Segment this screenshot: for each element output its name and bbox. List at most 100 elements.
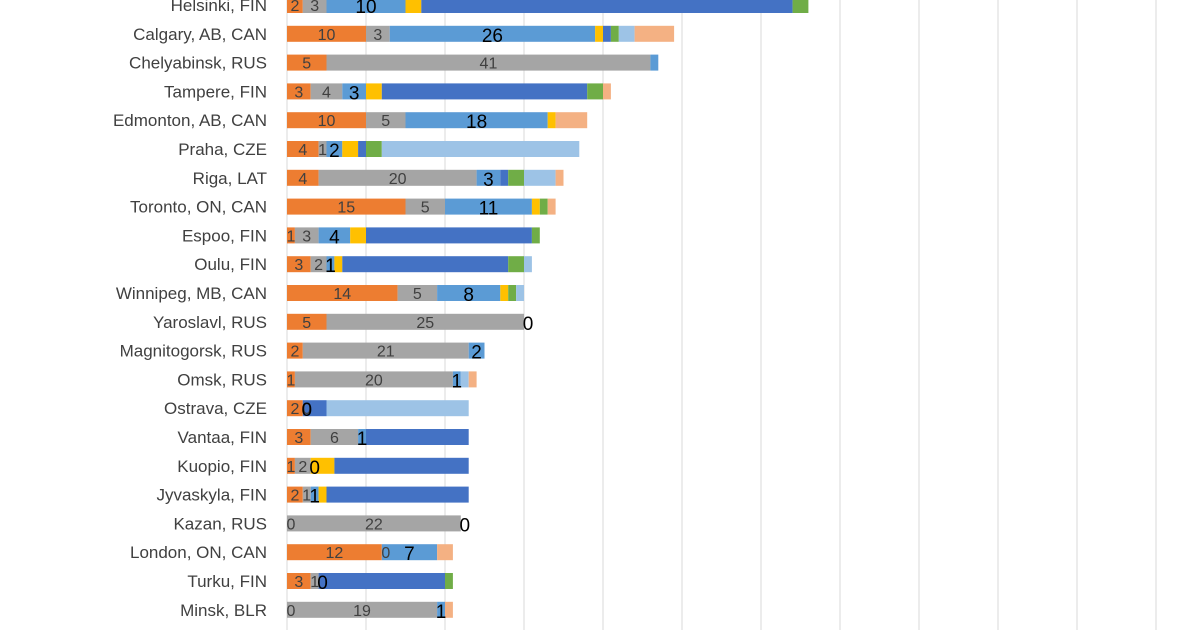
bar-segment bbox=[437, 601, 445, 618]
data-label: 4 bbox=[298, 142, 307, 159]
bar-segment bbox=[547, 112, 556, 129]
data-label: 4 bbox=[298, 171, 307, 188]
bar-segment bbox=[539, 198, 548, 215]
bar-segment bbox=[302, 0, 327, 13]
bar-segment bbox=[500, 169, 509, 186]
data-label: 2 bbox=[298, 459, 307, 476]
category-label: Magnitogorsk, RUS bbox=[120, 342, 267, 361]
bar-segment bbox=[405, 198, 445, 215]
bar-segment bbox=[524, 256, 532, 273]
bar-segment bbox=[508, 256, 524, 273]
category-label: Helsinki, FIN bbox=[171, 0, 267, 15]
bar-segment bbox=[405, 0, 422, 13]
data-label: 0 bbox=[317, 573, 328, 594]
category-label: Edmonton, AB, CAN bbox=[113, 111, 267, 130]
bar-segment bbox=[287, 227, 295, 244]
bar-segment bbox=[366, 83, 382, 100]
bar-segment bbox=[524, 169, 556, 186]
category-label: Jyvaskyla, FIN bbox=[156, 486, 267, 505]
bar-segment bbox=[294, 457, 311, 474]
bar-segment bbox=[326, 313, 524, 330]
data-label: 11 bbox=[479, 199, 499, 220]
bar-segment bbox=[421, 0, 793, 13]
data-label: 1 bbox=[302, 488, 311, 505]
data-label: 1 bbox=[286, 459, 295, 476]
bar-segment bbox=[389, 25, 596, 42]
bar-segment bbox=[287, 169, 319, 186]
data-label: 10 bbox=[318, 27, 336, 44]
bar-segment bbox=[476, 169, 501, 186]
bar-segment bbox=[452, 371, 461, 388]
data-label: 41 bbox=[480, 56, 498, 73]
category-label: Riga, LAT bbox=[193, 169, 267, 188]
category-labels: Helsinki, FIN Calgary, AB, CAN Chelyabinsk… bbox=[113, 0, 267, 630]
bar-segment bbox=[792, 0, 809, 13]
category-label: London, ON, CAN bbox=[130, 543, 267, 562]
data-label: 5 bbox=[421, 200, 430, 217]
category-label: Toronto, ON, CAN bbox=[130, 198, 267, 217]
bar-segment bbox=[310, 256, 327, 273]
bar-segment bbox=[366, 429, 469, 445]
category-label: Turku, FIN bbox=[187, 572, 267, 591]
data-label: 2 bbox=[290, 401, 299, 418]
bar-segment bbox=[326, 141, 343, 157]
bar-segment bbox=[350, 227, 366, 244]
data-label: 2 bbox=[290, 0, 299, 15]
data-label: 5 bbox=[381, 113, 390, 130]
bar-segment bbox=[310, 457, 335, 474]
bar-segment bbox=[531, 227, 540, 244]
data-label: 2 bbox=[290, 344, 299, 361]
data-label: 8 bbox=[463, 285, 474, 306]
bar-segment bbox=[603, 25, 611, 42]
bar-segment bbox=[310, 486, 319, 503]
gridlines bbox=[286, 0, 1157, 630]
bar-segment bbox=[397, 285, 438, 301]
data-label: 2 bbox=[471, 343, 482, 364]
bar-segment bbox=[437, 544, 453, 561]
data-label: 2 bbox=[314, 257, 323, 274]
data-label: 15 bbox=[337, 200, 355, 217]
data-label: 0 bbox=[302, 400, 313, 421]
data-label: 3 bbox=[294, 430, 303, 447]
bar-segments bbox=[287, 0, 809, 618]
bar-segment bbox=[342, 83, 366, 100]
data-label: 12 bbox=[326, 545, 344, 562]
data-label: 14 bbox=[333, 286, 351, 303]
data-label: 0 bbox=[302, 401, 311, 418]
bar-segment bbox=[287, 313, 327, 330]
bar-segment bbox=[287, 54, 327, 71]
bar-segment bbox=[287, 573, 311, 589]
data-label: 3 bbox=[483, 170, 494, 191]
bar-segment bbox=[287, 486, 303, 503]
data-label: 3 bbox=[373, 27, 382, 44]
category-label: Praha, CZE bbox=[178, 140, 267, 159]
data-label: 20 bbox=[389, 171, 407, 188]
bar-segment bbox=[287, 112, 366, 129]
data-label: 7 bbox=[404, 544, 415, 565]
category-label: Yaroslavl, RUS bbox=[153, 313, 267, 332]
bar-segment bbox=[366, 141, 382, 157]
bar-segment bbox=[318, 169, 477, 186]
data-label: 1 bbox=[325, 256, 336, 277]
bar-segment bbox=[445, 573, 453, 589]
category-label: Oulu, FIN bbox=[194, 255, 267, 274]
category-label: Winnipeg, MB, CAN bbox=[116, 284, 267, 303]
data-label: 5 bbox=[302, 56, 311, 73]
data-label: 0 bbox=[381, 545, 390, 562]
bar-segment bbox=[294, 227, 319, 244]
bar-segment bbox=[318, 227, 351, 244]
data-label: 0 bbox=[309, 458, 320, 479]
bar-segment bbox=[334, 256, 343, 273]
data-label: 25 bbox=[416, 315, 434, 332]
data-label: 10 bbox=[355, 0, 376, 18]
bar-segment bbox=[318, 486, 327, 503]
data-label: 3 bbox=[294, 84, 303, 101]
bar-segment bbox=[287, 141, 319, 157]
data-label: 19 bbox=[353, 603, 371, 620]
bar-segment bbox=[366, 227, 532, 244]
data-label: 0 bbox=[523, 314, 534, 335]
category-label: Ostrava, CZE bbox=[164, 399, 267, 418]
bar-segment bbox=[310, 429, 359, 445]
category-label: Tampere, FIN bbox=[164, 82, 267, 101]
